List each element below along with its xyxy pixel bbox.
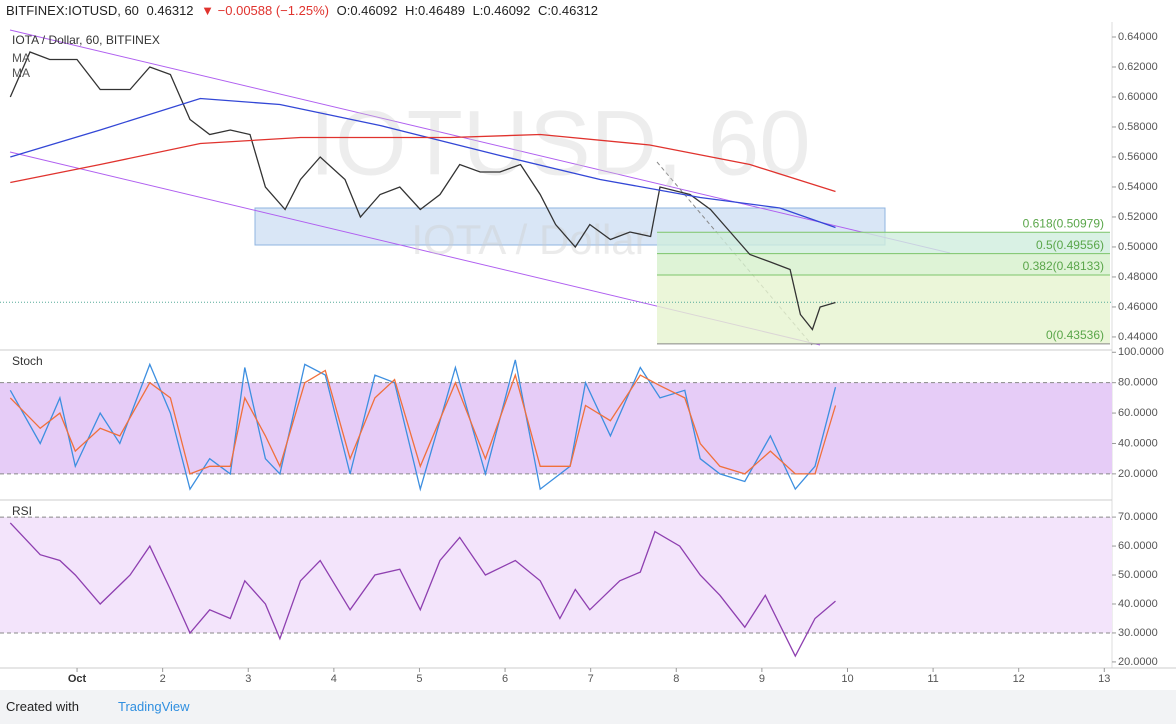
series-line: [10, 97, 836, 229]
y-tick-label: 80.0000: [1118, 377, 1158, 389]
ma-label: MA: [12, 51, 30, 65]
ma-label: MA: [12, 66, 30, 80]
fib-label: 0.5(0.49556): [1036, 238, 1104, 252]
brand[interactable]: TradingView: [118, 699, 190, 714]
panel-title: Stoch: [12, 354, 43, 368]
panel-title: RSI: [12, 504, 32, 518]
series-line: [10, 133, 836, 193]
y-tick-label: 0.62000: [1118, 61, 1158, 73]
y-tick-label: 20.0000: [1118, 656, 1158, 668]
fib-label: 0.618(0.50979): [1023, 216, 1104, 230]
series-line: [9, 51, 836, 331]
x-tick-label: 7: [588, 673, 594, 685]
y-tick-label: 60.0000: [1118, 540, 1158, 552]
fib-zone: [657, 253, 1110, 275]
panel-title: IOTA / Dollar, 60, BITFINEX: [12, 33, 160, 47]
fib-zone: [657, 232, 1110, 254]
band: [0, 517, 1112, 633]
y-tick-label: 0.56000: [1118, 151, 1158, 163]
y-tick-label: 0.48000: [1118, 271, 1158, 283]
x-tick-label: 9: [759, 673, 765, 685]
watermark: IOTUSD, 60: [309, 92, 810, 194]
change: ▼ −0.00588 (−1.25%): [201, 3, 329, 18]
y-tick-label: 0.60000: [1118, 91, 1158, 103]
fib-label: 0(0.43536): [1046, 328, 1104, 342]
y-tick-label: 0.54000: [1118, 181, 1158, 193]
y-tick-label: 0.46000: [1118, 301, 1158, 313]
x-tick-label: 12: [1013, 673, 1025, 685]
low: L:0.46092: [472, 3, 531, 18]
series-line: [9, 359, 837, 492]
y-tick-label: 60.0000: [1118, 407, 1158, 419]
open: O:0.46092: [336, 3, 398, 18]
y-tick-label: 0.44000: [1118, 331, 1158, 343]
x-tick-label: 8: [673, 673, 679, 685]
created-with: Created with: [6, 699, 79, 714]
fib-label: 0.382(0.48133): [1023, 259, 1104, 273]
x-tick-label: 6: [502, 673, 508, 685]
x-tick-label: 3: [245, 673, 251, 685]
y-tick-label: 50.0000: [1118, 569, 1158, 581]
y-tick-label: 100.0000: [1118, 346, 1164, 358]
y-tick-label: 30.0000: [1118, 627, 1158, 639]
symbol: BITFINEX:IOTUSD, 60: [6, 3, 139, 18]
y-tick-label: 40.0000: [1118, 437, 1158, 449]
series-line: [9, 522, 836, 658]
y-tick-label: 0.64000: [1118, 31, 1158, 43]
y-tick-label: 0.58000: [1118, 121, 1158, 133]
y-tick-label: 70.0000: [1118, 511, 1158, 523]
x-tick-label: 13: [1098, 673, 1110, 685]
x-tick-label: 10: [841, 673, 853, 685]
band: [0, 382, 1112, 474]
fib-zone: [657, 274, 1110, 344]
footer: Created with TradingView: [0, 690, 1176, 724]
series-line: [9, 369, 837, 475]
x-tick-label: 11: [927, 673, 938, 685]
y-tick-label: 20.0000: [1118, 468, 1158, 480]
header: BITFINEX:IOTUSD, 60 0.46312 ▼ −0.00588 (…: [6, 3, 602, 18]
last-price: 0.46312: [146, 3, 194, 18]
close: C:0.46312: [538, 3, 599, 18]
x-tick-label: 2: [160, 673, 166, 685]
y-tick-label: 40.0000: [1118, 598, 1158, 610]
y-tick-label: 0.52000: [1118, 211, 1158, 223]
high: H:0.46489: [404, 3, 465, 18]
x-tick-label: 4: [331, 673, 337, 685]
y-tick-label: 0.50000: [1118, 241, 1158, 253]
x-tick-label: Oct: [68, 673, 87, 685]
channel-upper: [9, 29, 951, 254]
watermark-subtitle: IOTA / Dollar: [411, 216, 648, 263]
chart: IOTUSD, 60 IOTA / Dollar 0.618(0.50979) 0.5…: [0, 22, 1176, 685]
x-tick-label: 5: [416, 673, 422, 685]
